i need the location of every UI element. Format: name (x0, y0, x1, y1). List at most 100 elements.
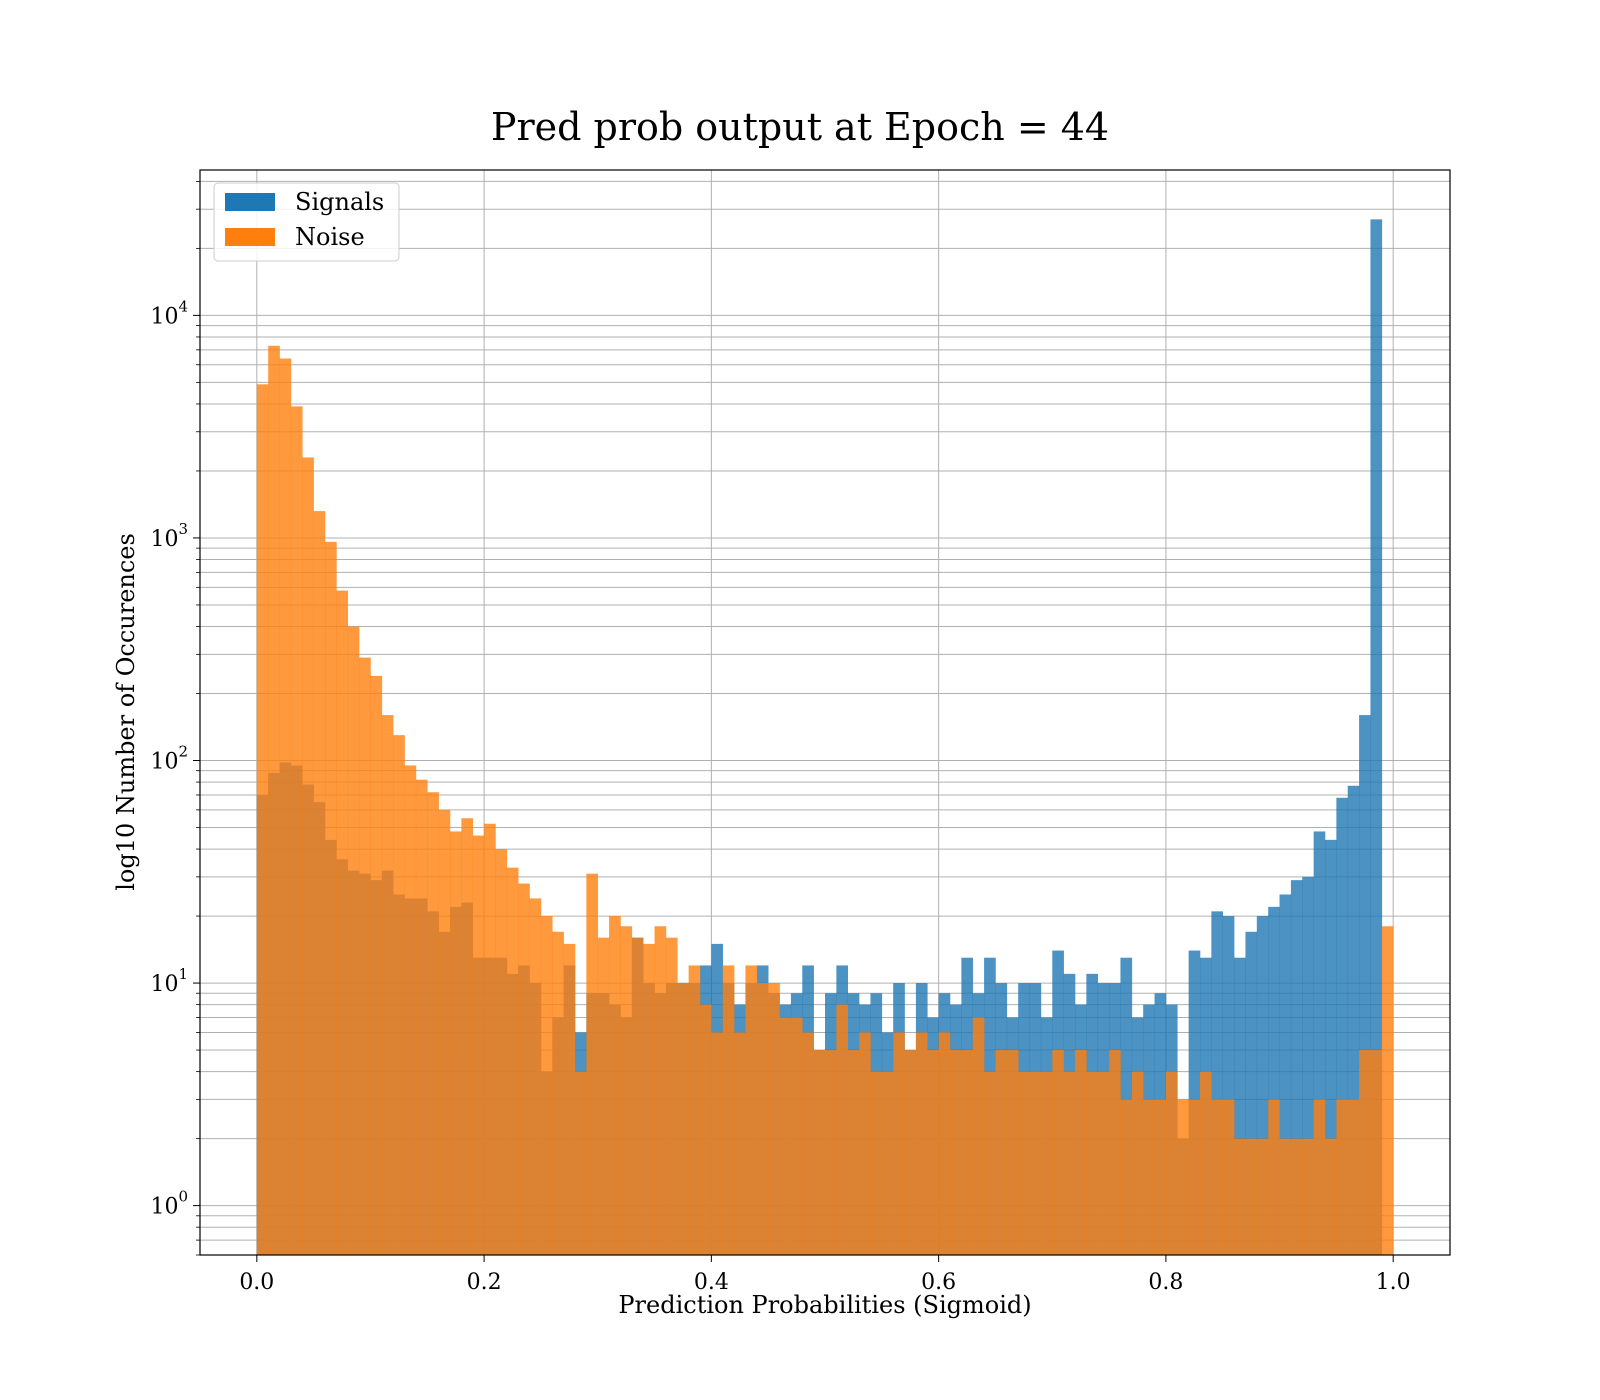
legend-swatch-signals (225, 193, 275, 211)
bar-noise (540, 916, 553, 1255)
bar-noise (313, 511, 326, 1255)
bar-noise (563, 943, 576, 1255)
bar-noise (677, 983, 689, 1255)
x-tick-label: 0.2 (467, 1270, 502, 1295)
bar-noise (256, 384, 269, 1255)
bar-noise (1029, 1071, 1042, 1255)
bar-noise (745, 965, 758, 1255)
bar-noise (790, 1017, 803, 1255)
bar-signals (1359, 715, 1371, 1255)
bar-noise (1188, 1099, 1201, 1255)
bar-noise (1120, 1099, 1133, 1255)
bar-noise (961, 1050, 974, 1255)
y-tick-label: 100 (150, 1188, 188, 1220)
bar-noise (1086, 1071, 1099, 1255)
bar-noise (472, 835, 485, 1255)
bar-noise (904, 1050, 917, 1255)
bar-noise (620, 926, 633, 1255)
bar-noise (393, 735, 405, 1255)
bar-noise (836, 1004, 849, 1255)
bar-signals (1325, 839, 1337, 1255)
bar-noise (1165, 1071, 1178, 1255)
bar-signals (1336, 797, 1349, 1255)
bar-noise (950, 1050, 962, 1255)
bar-noise (1040, 1071, 1053, 1255)
bar-noise (1381, 926, 1394, 1255)
bar-signals (1290, 880, 1303, 1255)
bar-noise (1336, 1099, 1349, 1255)
bar-noise (1063, 1071, 1076, 1255)
legend: Signals Noise (213, 182, 400, 262)
bar-noise (370, 675, 383, 1255)
bar-noise (688, 965, 701, 1255)
bar-noise (1075, 1050, 1087, 1255)
bar-noise (1313, 1099, 1326, 1255)
bar-noise (1256, 1138, 1269, 1255)
bar-noise (438, 809, 451, 1255)
bar-noise (711, 1032, 724, 1255)
bar-noise (734, 1032, 746, 1255)
bar-noise (336, 590, 349, 1255)
bar-signals (1222, 916, 1235, 1255)
bar-noise (279, 358, 292, 1255)
y-tick-label: 104 (150, 297, 188, 329)
bar-signals (1245, 931, 1258, 1255)
bar-noise (847, 1050, 860, 1255)
y-tick-label: 102 (150, 743, 188, 775)
y-tick-label: 101 (150, 965, 188, 997)
bar-noise (347, 626, 360, 1255)
bar-noise (1347, 1099, 1360, 1255)
bar-noise (484, 823, 496, 1255)
bar-noise (859, 1032, 871, 1255)
bar-noise (1222, 1099, 1235, 1255)
bar-noise (609, 916, 621, 1255)
bar-noise (325, 541, 337, 1255)
bar-noise (404, 765, 417, 1255)
bar-noise (1018, 1071, 1030, 1255)
legend-swatch-noise (225, 228, 275, 246)
bar-signals (1211, 911, 1224, 1255)
x-tick-label: 0.4 (694, 1270, 729, 1295)
bar-noise (495, 849, 508, 1255)
bar-noise (1200, 1071, 1212, 1255)
bar-noise (756, 983, 769, 1255)
bar-noise (597, 937, 610, 1255)
bar-signals (1313, 831, 1326, 1255)
legend-label-signals: Signals (295, 188, 384, 216)
bar-noise (415, 779, 428, 1255)
bar-noise (1211, 1099, 1224, 1255)
bar-signals (1347, 785, 1360, 1255)
series-noise (256, 345, 1394, 1256)
bar-noise (1290, 1138, 1303, 1255)
bar-noise (1109, 1050, 1121, 1255)
bar-noise (427, 792, 439, 1255)
bar-noise (1370, 1050, 1383, 1255)
bar-noise (665, 937, 678, 1255)
plot-frame (199, 169, 1451, 1256)
x-axis-label: Prediction Probabilities (Sigmoid) (618, 1291, 1031, 1319)
bar-noise (813, 1050, 826, 1255)
bar-noise (995, 1050, 1008, 1255)
bar-noise (359, 657, 371, 1255)
bar-noise (870, 1071, 883, 1255)
bar-noise (893, 1032, 905, 1255)
bar-noise (1359, 1050, 1371, 1255)
bar-noise (984, 1071, 996, 1255)
bar-noise (290, 406, 303, 1255)
bar-noise (1154, 1099, 1167, 1255)
bar-noise (552, 931, 564, 1255)
bar-noise (722, 965, 735, 1255)
x-tick-label: 0.6 (921, 1270, 956, 1295)
bar-signals (1279, 894, 1292, 1255)
bar-noise (802, 1032, 814, 1255)
bar-noise (631, 937, 644, 1255)
bar-noise (1279, 1138, 1292, 1255)
bar-noise (575, 1071, 587, 1255)
bar-noise (450, 831, 462, 1255)
bar-noise (654, 926, 667, 1255)
bar-noise (518, 883, 530, 1255)
bar-noise (825, 1050, 837, 1255)
y-axis-ticks: 100 101 102 103 104 (150, 180, 200, 1256)
bar-noise (938, 1032, 951, 1255)
